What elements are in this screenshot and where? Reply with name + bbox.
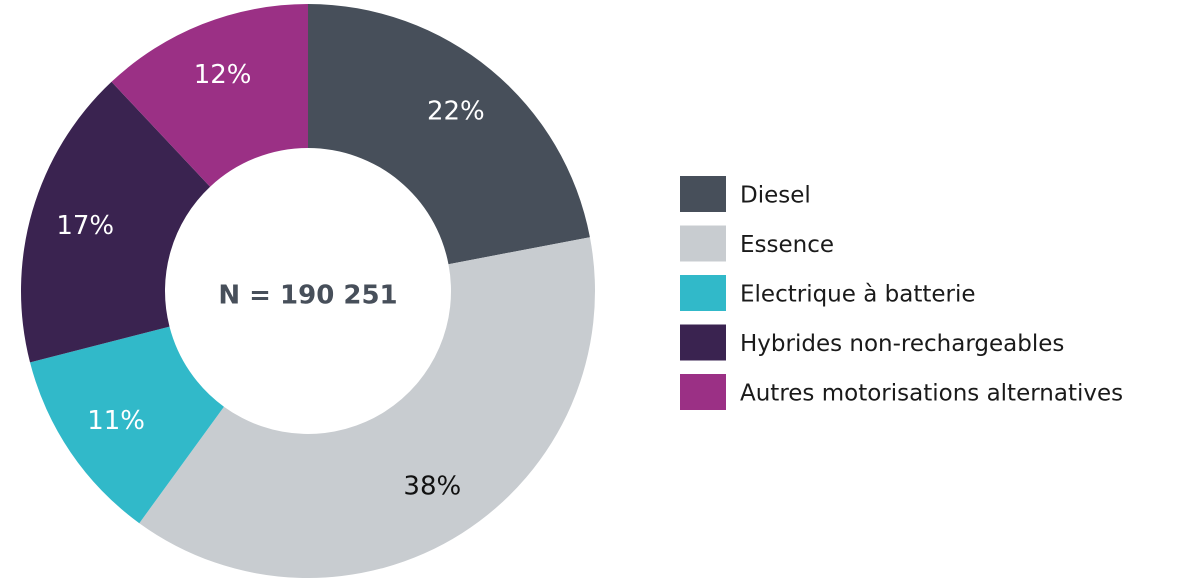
value-label: 11% (87, 406, 145, 436)
legend-swatch (680, 176, 726, 212)
legend-swatch (680, 374, 726, 410)
value-label: 17% (56, 211, 114, 241)
legend-label: Diesel (740, 183, 811, 209)
legend-swatch (680, 225, 726, 262)
legend-label: Essence (740, 232, 834, 258)
value-label: 38% (403, 471, 461, 501)
center-label: N = 190 251 (218, 281, 397, 311)
value-label: 12% (194, 60, 252, 90)
donut-segment (308, 4, 590, 265)
legend-label: Hybrides non-rechargeables (740, 331, 1064, 357)
donut-segment (21, 81, 211, 363)
legend-swatch (680, 275, 726, 311)
legend-label: Electrique à batterie (740, 282, 976, 308)
legend-label: Autres motorisations alternatives (740, 381, 1123, 407)
value-label: 22% (427, 97, 485, 127)
donut-segment (139, 237, 595, 578)
donut-segment (30, 326, 224, 524)
donut-segment (111, 4, 309, 187)
legend-swatch (680, 324, 726, 361)
